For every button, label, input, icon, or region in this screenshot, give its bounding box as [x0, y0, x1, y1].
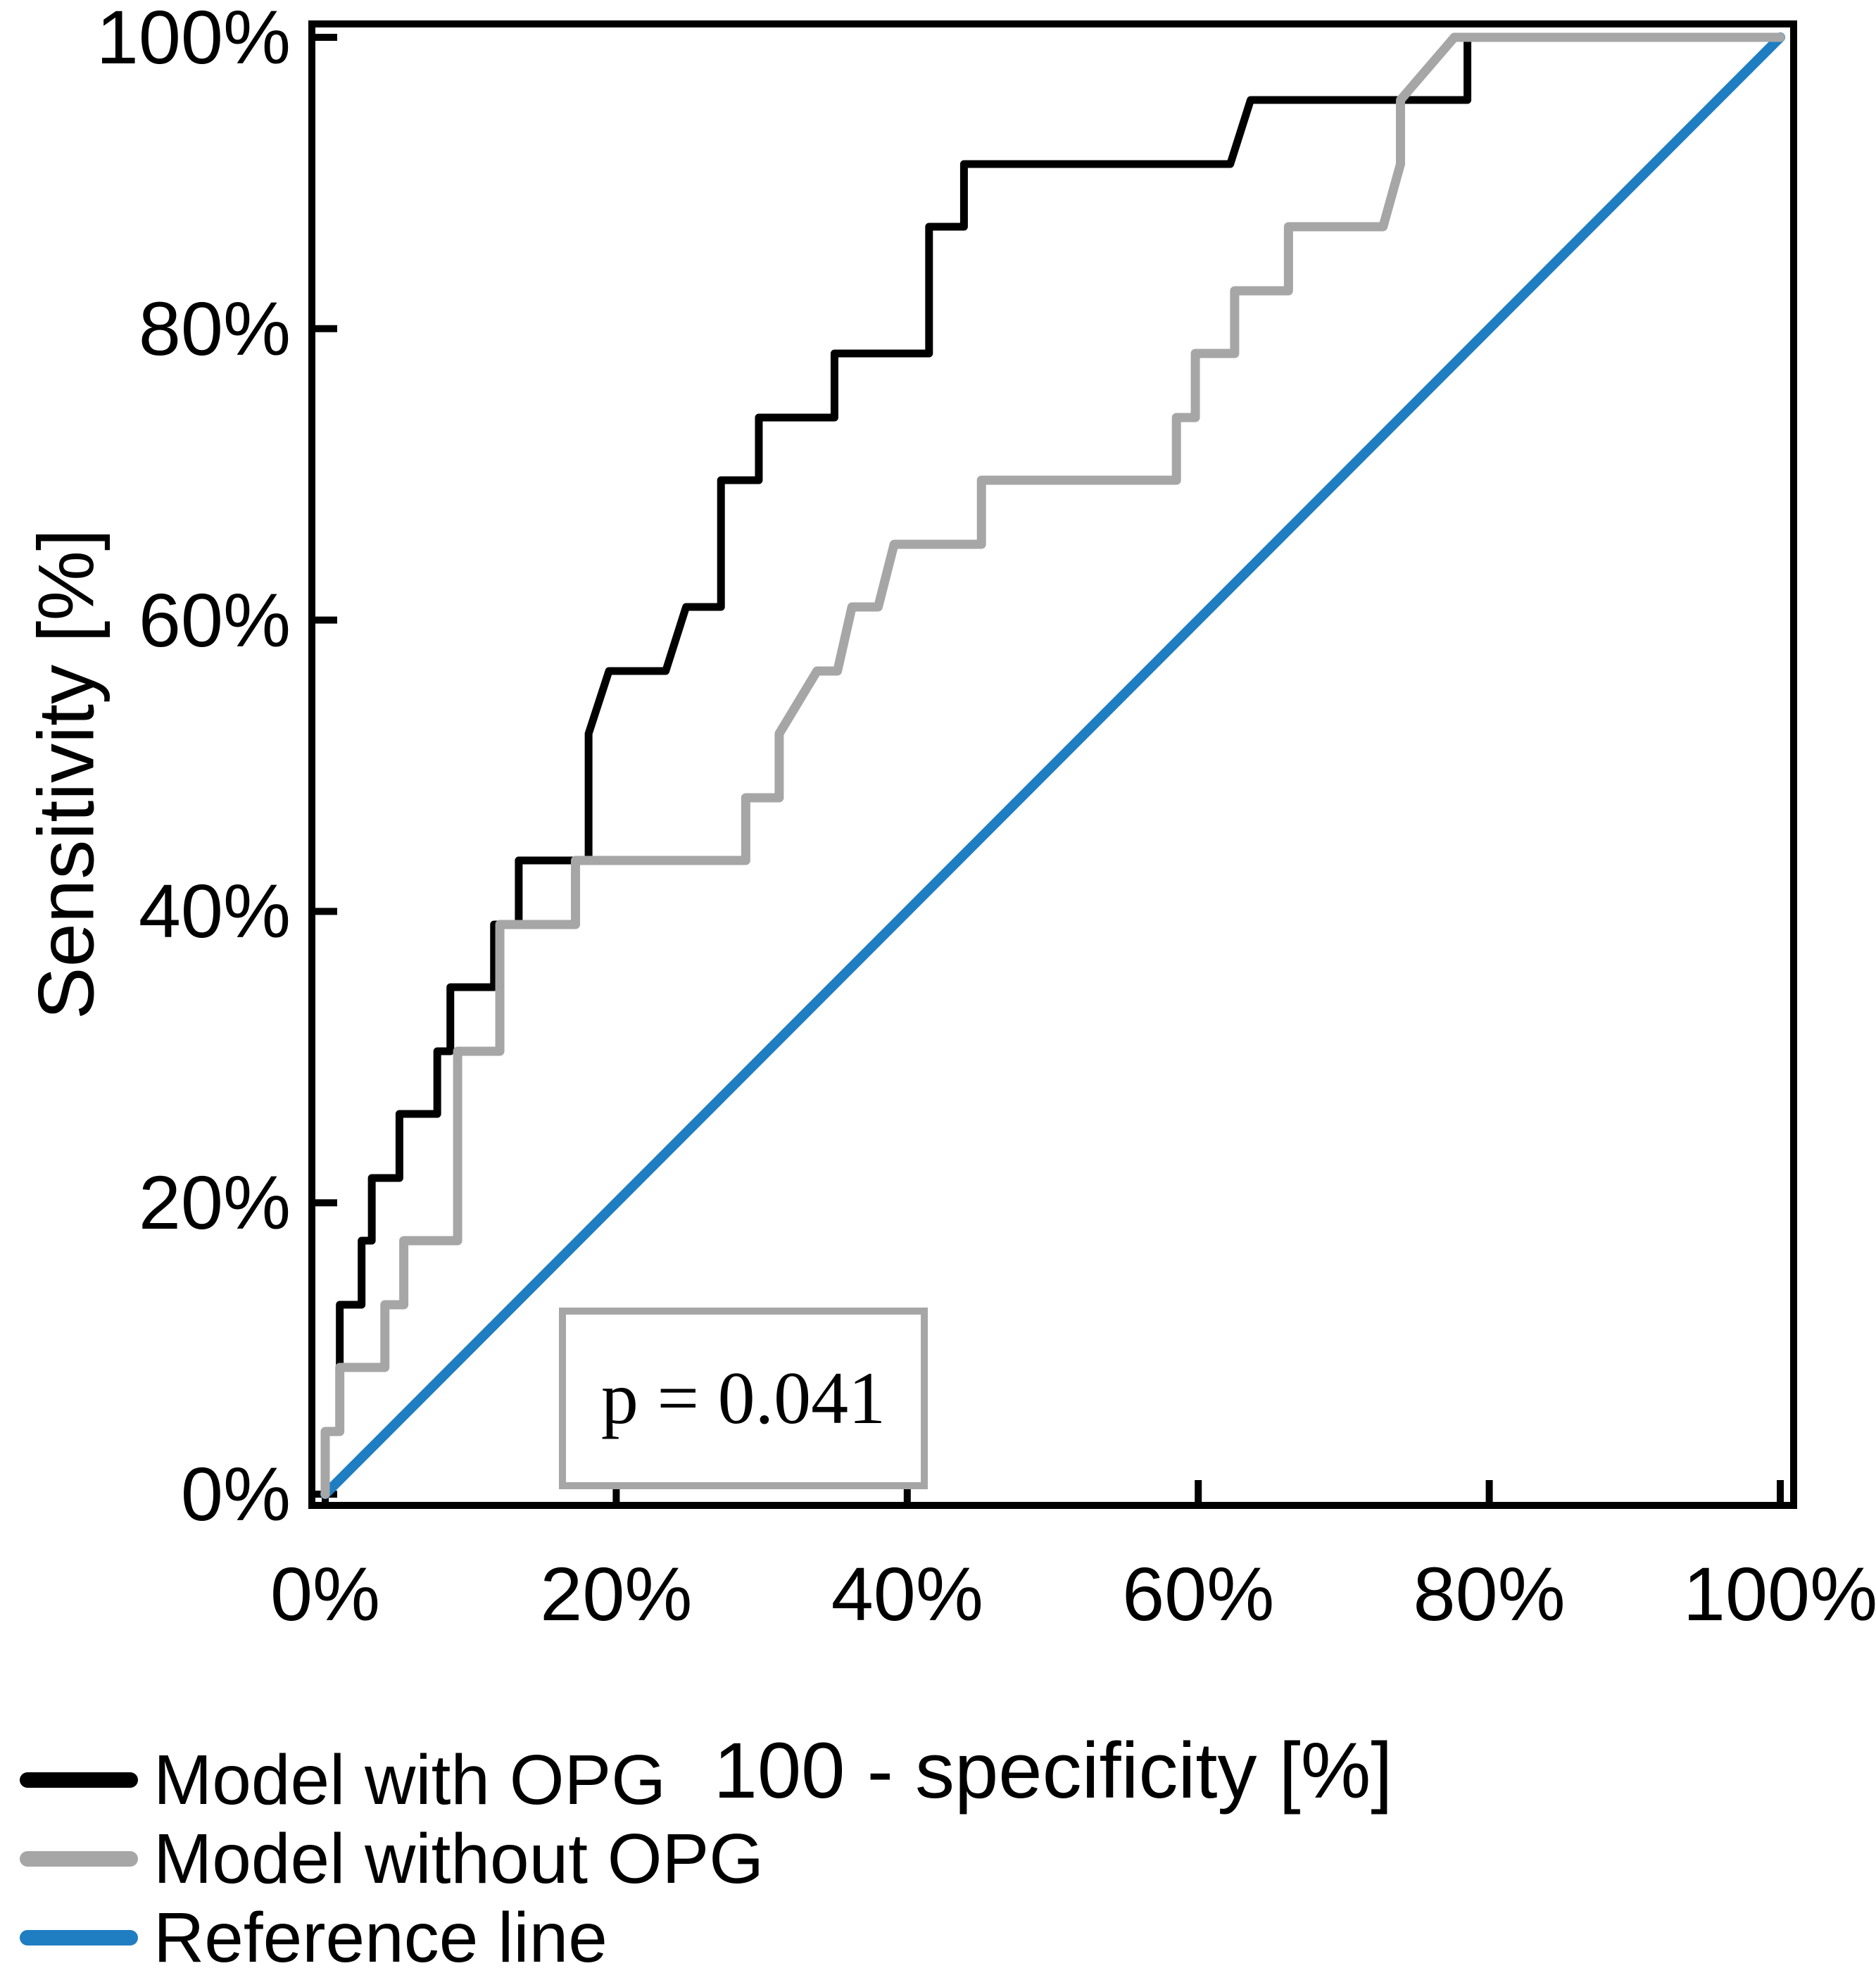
y-axis-title: Sensitivity [%]	[22, 528, 111, 1020]
y-tick-label: 20%	[138, 1160, 291, 1246]
y-tick-label: 80%	[138, 285, 291, 371]
legend: Model with OPG Model without OPG Referen…	[20, 1741, 764, 1977]
y-tick-label: 100%	[96, 0, 291, 80]
series-model-without-opg	[320, 32, 1785, 1499]
legend-label: Reference line	[153, 1898, 608, 1977]
legend-swatch-black-line	[20, 1772, 138, 1788]
x-tick-label: 60%	[1122, 1551, 1275, 1636]
legend-swatch-blue-line	[20, 1930, 138, 1945]
p-value-text: p = 0.041	[600, 1357, 886, 1439]
legend-row-model-with-opg: Model with OPG	[20, 1741, 764, 1819]
x-tick-label: 0%	[270, 1551, 381, 1636]
series-reference-line	[320, 32, 1785, 1499]
x-tick-label: 20%	[540, 1551, 693, 1636]
p-value-box: p = 0.041	[559, 1308, 928, 1489]
legend-label: Model with OPG	[153, 1741, 667, 1819]
plot-frame	[308, 20, 1797, 1509]
legend-label: Model without OPG	[153, 1819, 764, 1898]
legend-row-reference-line: Reference line	[20, 1898, 764, 1977]
y-tick-label: 60%	[138, 577, 291, 663]
x-tick-label: 40%	[831, 1551, 983, 1636]
x-tick-label: 100%	[1682, 1551, 1876, 1636]
legend-row-model-without-opg: Model without OPG	[20, 1819, 764, 1898]
legend-swatch-gray-line	[20, 1851, 138, 1867]
series-model-with-opg	[321, 33, 1784, 1498]
x-tick-label: 80%	[1413, 1551, 1566, 1636]
y-tick-label: 0%	[180, 1451, 291, 1536]
x-axis-title: 100 - specificity [%]	[713, 1727, 1393, 1815]
y-tick-label: 40%	[138, 868, 291, 954]
